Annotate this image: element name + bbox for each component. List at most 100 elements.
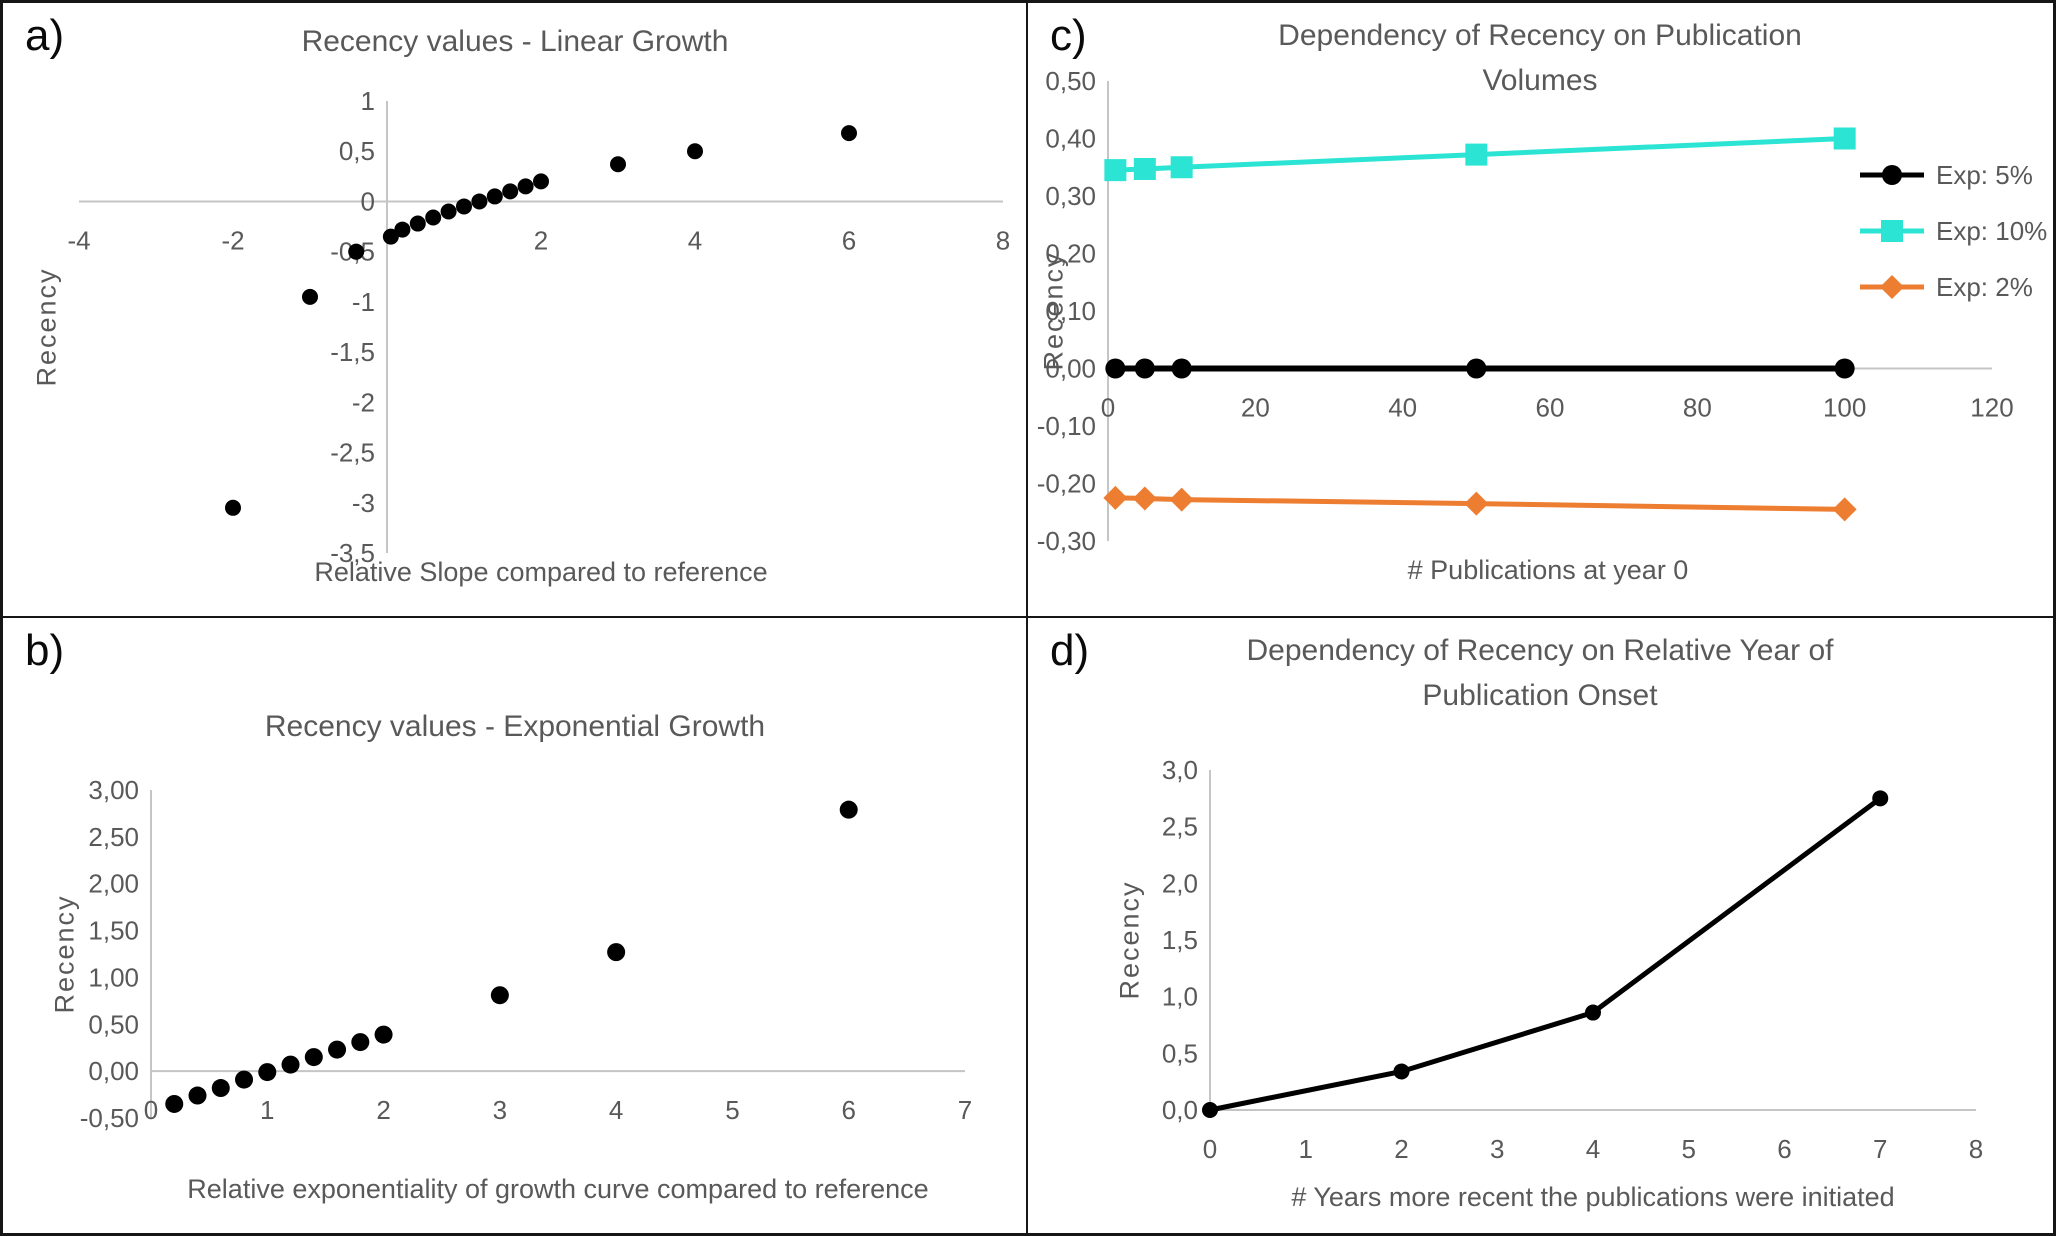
svg-text:0,40: 0,40 bbox=[1045, 124, 1096, 154]
svg-text:-2,5: -2,5 bbox=[330, 438, 375, 468]
svg-text:-3: -3 bbox=[352, 488, 375, 518]
svg-text:-0,20: -0,20 bbox=[1037, 469, 1096, 499]
svg-text:1,5: 1,5 bbox=[1162, 925, 1198, 955]
chart-b-exponential-growth-scatter: 0 1 2 3 4 5 6 7 3,00 2,50 2,00 1,50 1,00 0,50 0,00 -0,5… bbox=[3, 618, 1026, 1233]
chart-c-canvas: 0 20 40 60 80 100 120 0,50 0,40 0,30 0,20 0,10 0,00 -… bbox=[1037, 66, 2048, 556]
svg-text:0,30: 0,30 bbox=[1045, 181, 1096, 211]
svg-text:8: 8 bbox=[996, 225, 1010, 255]
svg-text:-0,50: -0,50 bbox=[80, 1103, 139, 1133]
series-exp-2- bbox=[1103, 485, 1857, 522]
y-tick-labels: 3,0 2,5 2,0 1,5 1,0 0,5 0,0 bbox=[1162, 755, 1198, 1125]
svg-text:0: 0 bbox=[361, 186, 375, 216]
svg-text:0,20: 0,20 bbox=[1045, 239, 1096, 269]
svg-text:2,5: 2,5 bbox=[1162, 812, 1198, 842]
svg-text:1,0: 1,0 bbox=[1162, 982, 1198, 1012]
svg-text:6: 6 bbox=[841, 1095, 855, 1125]
svg-text:2: 2 bbox=[376, 1095, 390, 1125]
svg-text:4: 4 bbox=[1586, 1134, 1600, 1164]
svg-text:1: 1 bbox=[361, 86, 375, 116]
series-recency bbox=[225, 125, 857, 516]
chart-d-title: Dependency of Recency on Relative Year o… bbox=[1246, 634, 1834, 712]
panel-d: d) Dependency of Recency on Relative Yea… bbox=[1028, 618, 2053, 1233]
svg-text:80: 80 bbox=[1683, 393, 1712, 423]
x-tick-labels: 0 1 2 3 4 5 6 7 8 bbox=[1203, 1134, 1983, 1164]
svg-text:8: 8 bbox=[1969, 1134, 1983, 1164]
svg-text:2,50: 2,50 bbox=[88, 822, 139, 852]
legend: Exp: 5% Exp: 10% Exp: 2% bbox=[1860, 160, 2047, 302]
chart-b-canvas: 0 1 2 3 4 5 6 7 3,00 2,50 2,00 1,50 1,00 0,50 0,00 -0,5… bbox=[80, 775, 973, 1133]
svg-text:60: 60 bbox=[1536, 393, 1565, 423]
svg-text:0,10: 0,10 bbox=[1045, 296, 1096, 326]
y-tick-labels: 0,50 0,40 0,30 0,20 0,10 0,00 -0,10 -0,20 -0,30 bbox=[1037, 66, 1096, 556]
chart-c-x-axis-title: # Publications at year 0 bbox=[1407, 555, 1689, 585]
svg-text:0,00: 0,00 bbox=[1045, 354, 1096, 384]
svg-text:3,00: 3,00 bbox=[88, 775, 139, 805]
svg-text:0: 0 bbox=[144, 1095, 158, 1125]
panel-letter-b: b) bbox=[25, 626, 65, 675]
svg-text:Exp: 2%: Exp: 2% bbox=[1936, 272, 2033, 302]
svg-text:-1: -1 bbox=[352, 287, 375, 317]
svg-text:1,00: 1,00 bbox=[88, 962, 139, 992]
series-exp-5- bbox=[1105, 358, 1855, 379]
svg-text:-2: -2 bbox=[352, 387, 375, 417]
svg-text:-1,5: -1,5 bbox=[330, 337, 375, 367]
chart-d-x-axis-title: # Years more recent the publications wer… bbox=[1291, 1182, 1895, 1212]
svg-text:0,50: 0,50 bbox=[88, 1009, 139, 1039]
svg-text:Exp: 5%: Exp: 5% bbox=[1936, 160, 2033, 190]
svg-text:4: 4 bbox=[688, 225, 702, 255]
svg-text:3: 3 bbox=[1490, 1134, 1504, 1164]
y-tick-labels: 3,00 2,50 2,00 1,50 1,00 0,50 0,00 -0,50 bbox=[80, 775, 139, 1133]
svg-text:5: 5 bbox=[1682, 1134, 1696, 1164]
svg-text:0,5: 0,5 bbox=[1162, 1038, 1198, 1068]
svg-text:20: 20 bbox=[1241, 393, 1270, 423]
svg-text:0,5: 0,5 bbox=[339, 136, 375, 166]
svg-text:0: 0 bbox=[1203, 1134, 1217, 1164]
svg-text:1: 1 bbox=[1299, 1134, 1313, 1164]
panel-a: a) Recency values - Linear Growth Recenc… bbox=[3, 3, 1028, 618]
series-recency bbox=[165, 800, 858, 1113]
x-tick-labels: 0 1 2 3 4 5 6 7 bbox=[144, 1095, 972, 1125]
svg-text:5: 5 bbox=[725, 1095, 739, 1125]
series-recency bbox=[1202, 790, 1889, 1118]
svg-text:3,0: 3,0 bbox=[1162, 755, 1198, 785]
panel-c: c) Dependency of Recency on Publication … bbox=[1028, 3, 2053, 618]
chart-b-title: Recency values - Exponential Growth bbox=[264, 710, 766, 743]
axes bbox=[79, 101, 1003, 553]
svg-text:0,50: 0,50 bbox=[1045, 66, 1096, 96]
series-exp-10- bbox=[1104, 127, 1856, 182]
svg-text:7: 7 bbox=[1873, 1134, 1887, 1164]
x-tick-labels: 0 20 40 60 80 100 120 bbox=[1101, 393, 2014, 423]
chart-c-title: Dependency of Recency on Publication Vol… bbox=[1278, 19, 1802, 97]
svg-text:-4: -4 bbox=[67, 225, 90, 255]
panel-letter-d: d) bbox=[1050, 626, 1090, 675]
y-tick-labels: 10,50-0,5-1-1,5-2-2,5-3-3,5 bbox=[330, 86, 375, 568]
panel-b: b) Recency values - Exponential Growth R… bbox=[3, 618, 1028, 1233]
svg-text:-0,10: -0,10 bbox=[1037, 411, 1096, 441]
svg-text:0: 0 bbox=[1101, 393, 1115, 423]
svg-text:4: 4 bbox=[609, 1095, 623, 1125]
chart-b-x-axis-title: Relative exponentiality of growth curve … bbox=[187, 1174, 929, 1204]
svg-text:2: 2 bbox=[1394, 1134, 1408, 1164]
svg-text:120: 120 bbox=[1970, 393, 2013, 423]
svg-text:40: 40 bbox=[1388, 393, 1417, 423]
svg-text:-3,5: -3,5 bbox=[330, 538, 375, 568]
chart-a-x-axis-title: Relative Slope compared to reference bbox=[314, 557, 768, 587]
svg-text:Exp: 10%: Exp: 10% bbox=[1936, 216, 2047, 246]
svg-text:2: 2 bbox=[534, 225, 548, 255]
svg-text:7: 7 bbox=[958, 1095, 972, 1125]
axes bbox=[1209, 770, 1976, 1111]
chart-d-canvas: 0 1 2 3 4 5 6 7 8 3,0 2,5 2,0 1,5 1,0 0,5 0,0 bbox=[1162, 755, 1983, 1164]
svg-text:100: 100 bbox=[1823, 393, 1866, 423]
svg-text:2,00: 2,00 bbox=[88, 869, 139, 899]
panel-letter-a: a) bbox=[25, 11, 65, 60]
chart-c-publication-volumes-line: 0 20 40 60 80 100 120 0,50 0,40 0,30 0,20 0,10 0,00 -… bbox=[1028, 3, 2053, 616]
svg-text:6: 6 bbox=[1777, 1134, 1791, 1164]
panel-letter-c: c) bbox=[1050, 11, 1087, 60]
svg-text:1: 1 bbox=[260, 1095, 274, 1125]
x-tick-labels: -4 -2 2 4 6 8 bbox=[67, 225, 1010, 255]
svg-text:1,50: 1,50 bbox=[88, 916, 139, 946]
svg-text:2,0: 2,0 bbox=[1162, 868, 1198, 898]
